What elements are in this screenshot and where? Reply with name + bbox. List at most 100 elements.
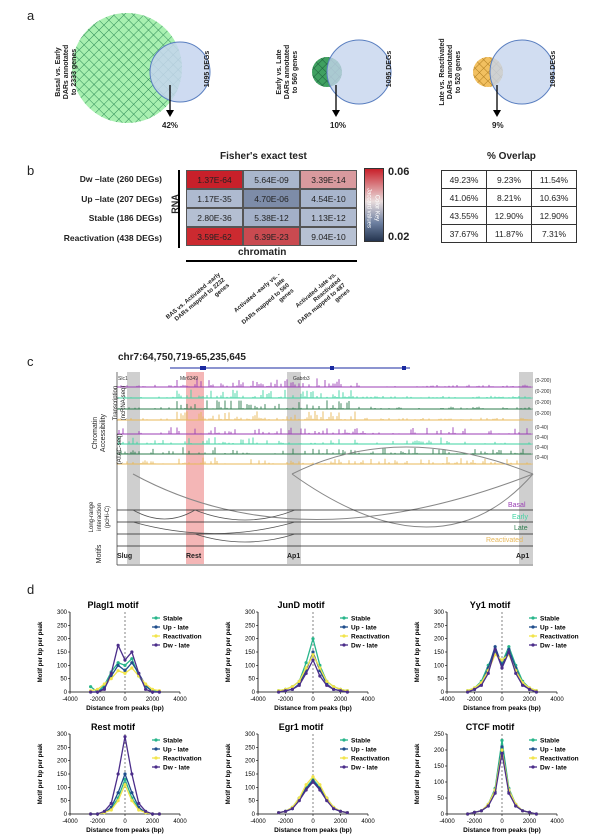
x-tick-label: -4000 (439, 819, 455, 825)
data-point (109, 801, 113, 805)
y-tick-label: 100 (245, 785, 256, 791)
x-tick-label: 0 (500, 697, 504, 703)
gene-exon (200, 366, 206, 370)
legend-entry: Stable (163, 616, 183, 623)
data-point (472, 810, 477, 814)
y-tick-label: 100 (434, 780, 445, 786)
heatmap-cell: 2.80E-36 (186, 208, 243, 227)
data-point (466, 690, 470, 694)
legend-swatch-dot (342, 747, 346, 751)
interaction-arc (132, 473, 534, 520)
data-point (527, 810, 532, 814)
x-tick-label: -4000 (62, 697, 78, 703)
data-point (479, 683, 483, 687)
data-point (325, 679, 329, 683)
data-point (123, 658, 127, 662)
x-tick-label: 0 (311, 697, 315, 703)
data-point (157, 812, 161, 816)
x-tick-label: -2000 (467, 819, 483, 825)
legend-entry: Reactivation (351, 756, 390, 763)
table-row: 37.67% 11.87% 7.31% (441, 224, 577, 243)
y-tick-label: 50 (437, 796, 444, 802)
legend-entry: Reactivation (540, 634, 579, 641)
legend-entry: Stable (351, 738, 371, 745)
row-label: Reactivation (438 DEGs) (63, 233, 162, 243)
data-point (318, 666, 322, 670)
y-axis-label: Motif per bp per peak (415, 743, 421, 804)
data-point (311, 775, 315, 779)
interaction-arc (132, 521, 296, 534)
y-axis-label: Motif per bp per peak (415, 621, 421, 682)
gene-exon (330, 366, 334, 370)
color-key-max: 0.06 (388, 166, 410, 178)
data-point (332, 807, 336, 811)
y-tick-label: 200 (57, 759, 68, 765)
legend-entry: Up - late (351, 625, 377, 632)
data-point (130, 791, 134, 795)
venn2-percent: 10% (330, 121, 347, 130)
legend-entry: Stable (540, 738, 560, 745)
data-point (102, 682, 106, 686)
track-scale-label: (0-40) (535, 445, 549, 451)
data-point (486, 804, 490, 808)
fisher-heatmap: 1.37E-64 5.64E-09 3.39E-14 1.17E-35 4.70… (186, 170, 357, 246)
data-point (95, 812, 100, 816)
data-point (311, 637, 315, 641)
motif-chart: Rest motif 0 50 100 150 200 250 300 -4000 -2000 0 2… (38, 722, 202, 834)
y-tick-label: 300 (245, 732, 256, 738)
data-point (150, 687, 155, 691)
x-tick-label: 0 (123, 819, 127, 825)
data-point (116, 772, 120, 776)
x-tick-label: -2000 (467, 697, 483, 703)
data-point (89, 690, 93, 694)
locus-title: chr7:64,750,719-65,235,645 (118, 352, 246, 363)
data-point (157, 690, 161, 694)
y-tick-label: 200 (434, 748, 445, 754)
data-point (290, 807, 294, 811)
y-tick-label: 200 (245, 637, 256, 643)
heatmap-cell: 4.54E-10 (300, 189, 357, 208)
x-axis-label: Distance from peaks (bp) (86, 827, 164, 834)
data-point (116, 799, 120, 803)
legend-swatch-dot (342, 616, 346, 620)
legend-entry: Reactivation (163, 634, 202, 641)
data-point (486, 671, 490, 675)
x-tick-label: 4000 (361, 697, 375, 703)
y-axis-label: Motif per bp per peak (226, 743, 232, 804)
legend-early: Early (512, 514, 528, 521)
legend-swatch-dot (342, 756, 346, 760)
legend-entry: Stable (163, 738, 183, 745)
data-point (297, 799, 301, 803)
data-point (89, 685, 93, 689)
heatmap-cell: 6.39E-23 (243, 227, 300, 246)
legend-swatch-dot (342, 765, 346, 769)
data-point (130, 661, 134, 665)
legend-swatch-dot (531, 747, 535, 751)
data-point (304, 666, 308, 670)
highlight-band (186, 372, 204, 564)
data-point (150, 812, 155, 816)
data-point (521, 683, 525, 687)
x-tick-label: -4000 (250, 697, 266, 703)
x-tick-label: -2000 (278, 697, 294, 703)
legend-swatch-dot (342, 634, 346, 638)
data-point (311, 780, 315, 784)
data-point (472, 687, 477, 691)
interaction-arc (291, 473, 534, 528)
legend-swatch-dot (531, 756, 535, 760)
panel-label-c: c (27, 354, 34, 369)
heatmap-cell: 4.70E-06 (243, 189, 300, 208)
data-point (137, 801, 141, 805)
data-point (318, 788, 322, 792)
signal-track (116, 400, 532, 410)
y-tick-label: 0 (441, 690, 445, 696)
signal-track (116, 447, 531, 455)
x-tick-label: 4000 (550, 697, 564, 703)
data-point (144, 809, 148, 813)
data-point (500, 748, 504, 752)
y-tick-label: 150 (434, 650, 445, 656)
motif-chart: Egr1 motif 0 50 100 150 200 250 300 -4000 -2000 0 2… (226, 722, 390, 834)
data-point (290, 687, 294, 691)
legend-entry: Dw - late (351, 765, 378, 772)
legend-entry: Dw - late (351, 643, 378, 650)
